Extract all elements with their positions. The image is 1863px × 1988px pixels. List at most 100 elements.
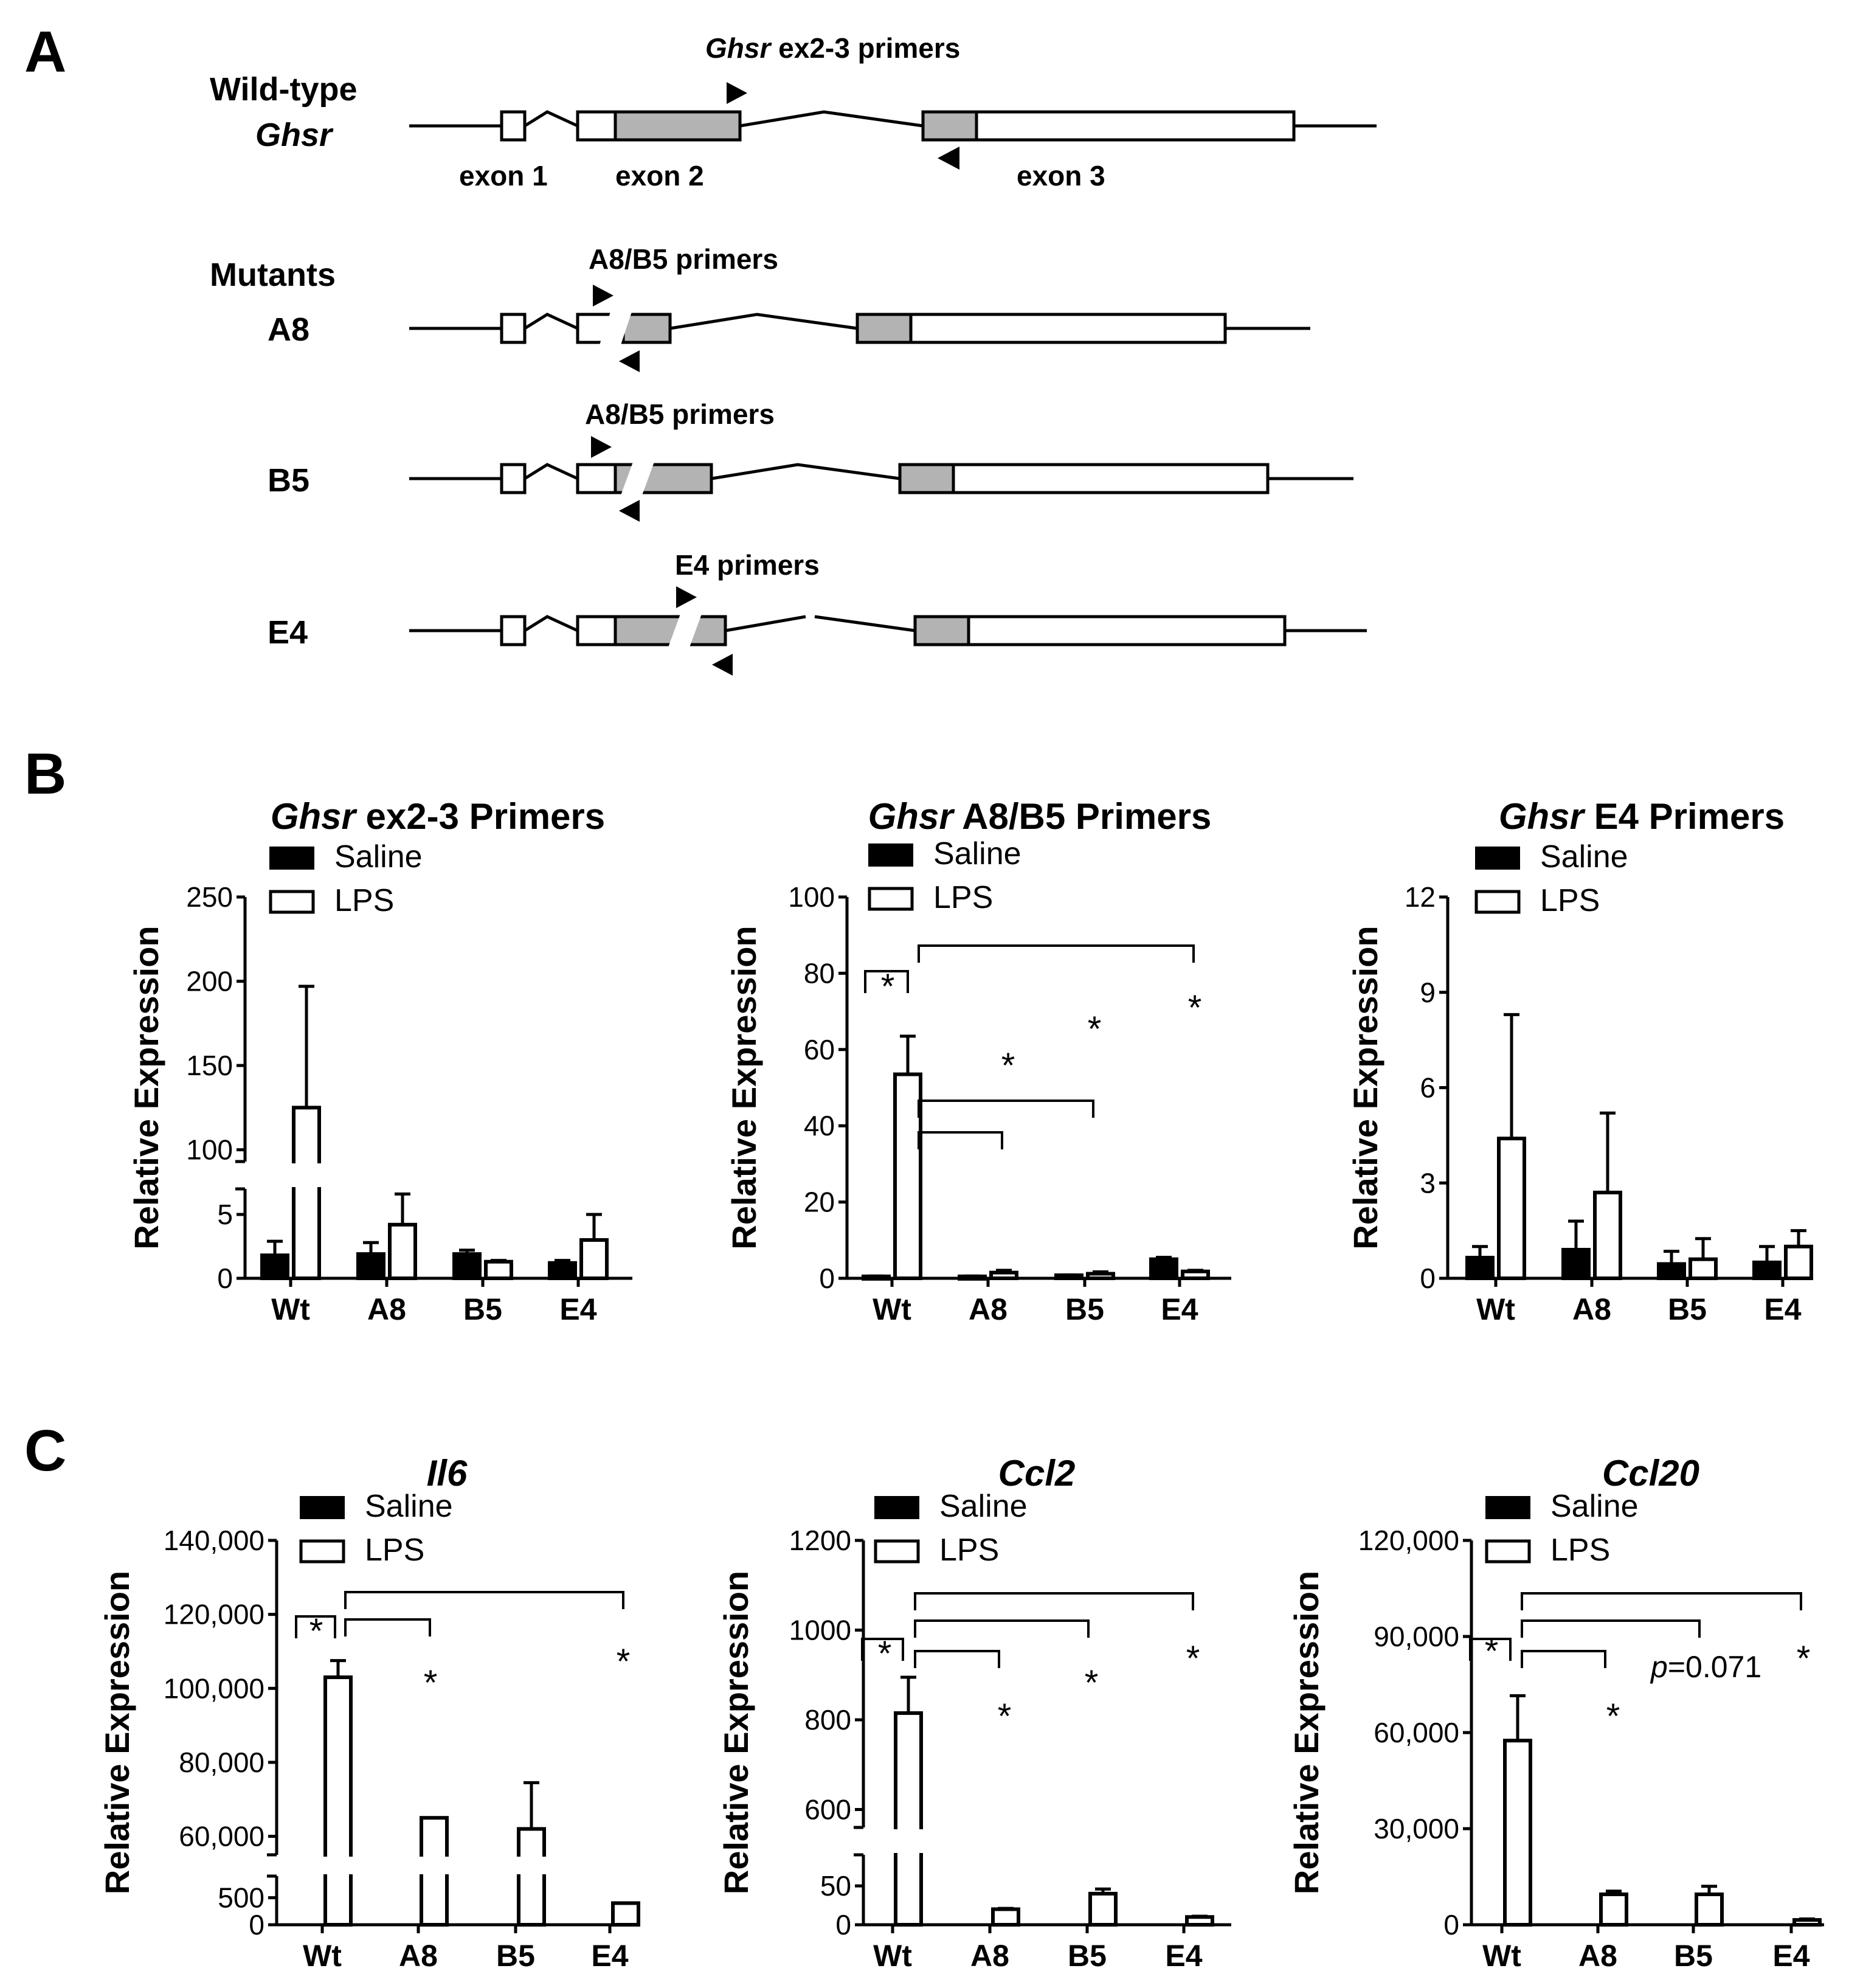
bar-break-gap [418, 1857, 451, 1874]
y-tick-label: 200 [186, 966, 233, 997]
x-tick-label: A8 [367, 1292, 406, 1326]
y-tick-label: 100 [788, 881, 835, 913]
lps-bar [894, 1711, 923, 1927]
reverse-primer-arrow [712, 654, 733, 676]
chart-ghsr-a8-b5: Ghsr A8/B5 Primers Relative Expression 0 20… [725, 796, 1231, 1326]
chart-ccl2: Ccl2 Relative Expression 0 50 600 800 1000 1200… [717, 1453, 1231, 1973]
reverse-primer-arrow [619, 350, 640, 372]
lps-bar [1792, 1918, 1822, 1927]
significance-star: * [1186, 1639, 1200, 1678]
legend-swatch-lps [1485, 1539, 1531, 1564]
legend-swatch-saline [868, 843, 913, 867]
y-tick-label: 600 [804, 1794, 851, 1826]
x-tick-label: Wt [873, 1939, 912, 1973]
significance-bracket [914, 1650, 1000, 1668]
deletion-mark [620, 460, 655, 497]
x-tick-label: E4 [559, 1292, 596, 1326]
forward-primer-arrow [676, 586, 697, 608]
y-tick-label: 500 [218, 1882, 264, 1914]
lps-bar [388, 1222, 417, 1281]
mutant-a8-label: A8 [268, 311, 309, 348]
lps-bar [579, 1238, 609, 1280]
exon-2-label: exon 2 [615, 160, 704, 192]
significance-bracket [864, 970, 909, 993]
x-tick-label: B5 [463, 1292, 502, 1326]
legend-swatch-lps [874, 1539, 920, 1564]
lps-bar [1784, 1244, 1813, 1280]
legend-swatch-lps [269, 890, 315, 914]
lps-bar [1181, 1269, 1210, 1281]
mutant-e4-primer-label: E4 primers [675, 549, 820, 581]
chart-title-gene: Ghsr [868, 796, 956, 837]
p-value-symbol: p [1650, 1650, 1668, 1684]
chart-title: Il6 [427, 1453, 468, 1494]
legend-swatch-saline [269, 847, 314, 870]
lps-bar [1599, 1892, 1628, 1927]
chart-title: Ghsr ex2-3 Primers [271, 796, 605, 837]
saline-bar [260, 1253, 289, 1280]
significance-bracket [918, 944, 1195, 963]
chart-title-rest: A8/B5 Primers [953, 796, 1212, 837]
saline-bar [1657, 1262, 1686, 1281]
y-tick-label: 800 [804, 1704, 851, 1736]
x-tick-label: Wt [1482, 1939, 1521, 1973]
p-value-number: =0.071 [1668, 1650, 1761, 1684]
y-tick-label: 40 [804, 1110, 835, 1141]
significance-star: * [1606, 1697, 1620, 1736]
chart-title-rest: ex2-3 Primers [356, 796, 605, 837]
significance-bracket [344, 1618, 431, 1636]
lps-bar [323, 1675, 353, 1927]
chart-title-gene: Ccl2 [998, 1453, 1076, 1494]
lps-bar [1695, 1892, 1724, 1927]
lps-bar [991, 1907, 1020, 1927]
x-tick-label: Wt [271, 1292, 310, 1326]
y-tick-label: 150 [186, 1050, 233, 1081]
lps-bar [1503, 1739, 1532, 1927]
legend-label-saline: Saline [939, 1489, 1028, 1524]
legend-swatch-saline [1485, 1496, 1530, 1519]
significance-bracket [1469, 1638, 1512, 1661]
significance-star: * [1188, 988, 1202, 1028]
y-tick-label: 30,000 [1374, 1813, 1459, 1844]
significance-bracket [344, 1591, 624, 1609]
saline-bar [1561, 1247, 1591, 1281]
significance-star: * [881, 967, 895, 1006]
y-axis-label: Relative Expression [98, 1571, 136, 1894]
mutant-b5-label: B5 [268, 462, 309, 499]
saline-bar [356, 1252, 385, 1281]
y-tick-label: 5 [217, 1199, 233, 1230]
significance-star: * [1797, 1639, 1811, 1678]
y-tick-label: 1000 [789, 1615, 851, 1646]
legend-label-lps: LPS [1550, 1533, 1610, 1568]
y-tick-label: 120,000 [1358, 1525, 1459, 1556]
x-tick-label: Wt [1476, 1292, 1515, 1326]
chart-ghsr-ex2-3: Ghsr ex2-3 Primers Relative Expression 0 5 1… [127, 796, 632, 1326]
p-value-annotation: p=0.071 [1650, 1650, 1761, 1684]
mutant-e4-label: E4 [268, 614, 308, 651]
legend-label-saline: Saline [334, 839, 423, 875]
significance-star: * [878, 1634, 892, 1674]
significance-bracket [1521, 1650, 1606, 1668]
deletion-mark [668, 612, 702, 649]
x-tick-label: E4 [1772, 1939, 1809, 1973]
x-tick-label: B5 [1065, 1292, 1104, 1326]
legend-label-lps: LPS [334, 883, 394, 918]
chart-title-gene: Ccl20 [1602, 1453, 1699, 1494]
y-tick-label: 0 [1443, 1909, 1459, 1941]
x-tick-label: E4 [1165, 1939, 1202, 1973]
reverse-primer-arrow [619, 500, 640, 522]
mutant-e4-gene-structure [409, 615, 1367, 646]
x-tick-label: B5 [1068, 1939, 1107, 1973]
legend-swatch-lps [299, 1539, 345, 1564]
y-tick-label: 0 [819, 1262, 835, 1294]
significance-star: * [309, 1612, 323, 1651]
significance-star: * [424, 1663, 438, 1703]
y-tick-label: 100,000 [164, 1672, 264, 1704]
exon-1-label: exon 1 [459, 160, 548, 192]
x-tick-label: A8 [1572, 1292, 1611, 1326]
chart-title: Ccl2 [998, 1453, 1076, 1494]
panel-a: A Wild-type Ghsr Ghsr ex2-3 primers exon… [24, 19, 1377, 676]
lps-bar [1086, 1272, 1115, 1281]
x-tick-label: E4 [1161, 1292, 1198, 1326]
